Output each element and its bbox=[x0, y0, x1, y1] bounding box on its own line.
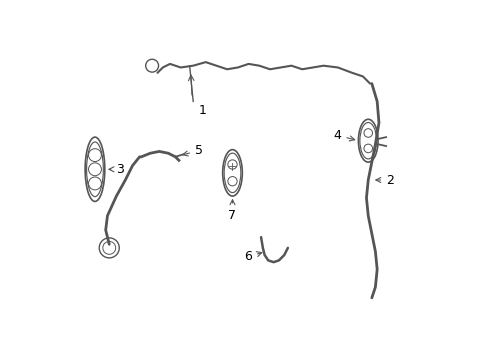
Text: 3: 3 bbox=[109, 163, 124, 176]
Text: 5: 5 bbox=[183, 144, 203, 157]
Text: 1: 1 bbox=[198, 104, 206, 117]
Text: 2: 2 bbox=[376, 174, 394, 186]
Text: 6: 6 bbox=[245, 250, 262, 263]
Text: 4: 4 bbox=[334, 129, 355, 142]
Text: 7: 7 bbox=[228, 200, 237, 221]
